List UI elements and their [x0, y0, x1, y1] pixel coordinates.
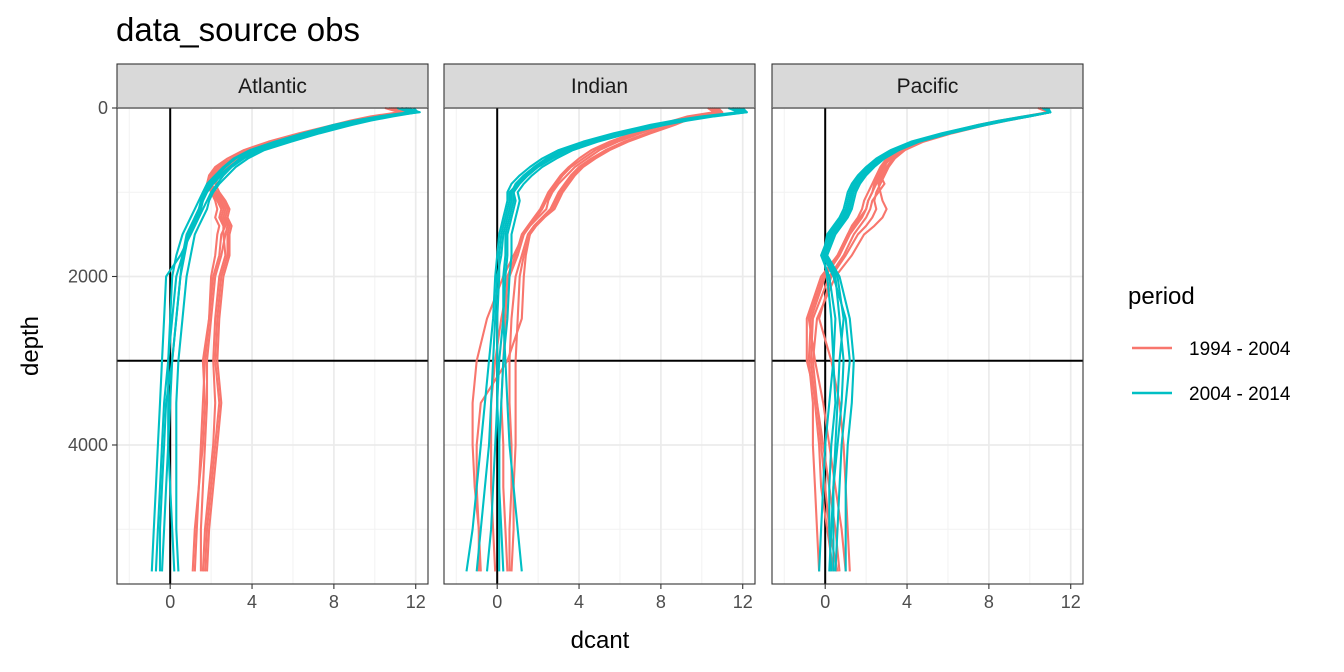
series-line-2004-2014-11 — [824, 107, 1052, 572]
legend: period 1994 - 2004 2004 - 2014 — [1128, 283, 1291, 405]
series-line-2004-2014-11 — [158, 107, 417, 572]
panel-border — [443, 107, 756, 585]
y-tick-label: 2000 — [68, 266, 108, 286]
legend-title: period — [1128, 283, 1195, 310]
facet-strip-label: Indian — [571, 75, 628, 98]
x-tick-label: 12 — [1061, 592, 1081, 612]
series-line-2004-2014-9 — [175, 107, 419, 572]
y-tick-label: 0 — [98, 98, 108, 118]
x-axis-title: dcant — [571, 627, 630, 654]
panel-border — [771, 107, 1084, 585]
y-tick-label: 4000 — [68, 435, 108, 455]
x-tick-label: 0 — [165, 592, 175, 612]
facet-strip-indian — [443, 63, 756, 109]
facet-strip-atlantic — [116, 63, 429, 109]
panel-border — [116, 107, 429, 585]
x-tick-label: 4 — [902, 592, 912, 612]
facet-strip-label: Pacific — [897, 75, 959, 98]
legend-label-2004-2014: 2004 - 2014 — [1189, 384, 1291, 405]
facet-panel-indian: Indian 0 4 8 12 — [443, 63, 756, 612]
facet-strip-pacific — [771, 63, 1084, 109]
facet-strip-label: Atlantic — [238, 75, 307, 98]
x-tick-label: 12 — [733, 592, 753, 612]
x-tick-label: 8 — [984, 592, 994, 612]
x-tick-label: 8 — [656, 592, 666, 612]
series-line-1994-2004-5 — [475, 107, 722, 572]
x-tick-label: 12 — [406, 592, 426, 612]
series-line-2004-2014-11 — [496, 107, 744, 572]
facet-panel-atlantic: Atlantic 0 4 8 12 0 2000 4000 — [68, 63, 429, 612]
x-tick-label: 4 — [574, 592, 584, 612]
x-tick-label: 0 — [820, 592, 830, 612]
chart-title: data_source obs — [116, 11, 360, 48]
x-tick-label: 8 — [329, 592, 339, 612]
legend-label-1994-2004: 1994 - 2004 — [1189, 339, 1291, 360]
series-line-2004-2014-9 — [465, 107, 740, 572]
x-tick-label: 0 — [492, 592, 502, 612]
series-line-2004-2014-8 — [498, 107, 748, 572]
y-axis-title: depth — [17, 316, 44, 376]
facet-panel-pacific: Pacific 0 4 8 12 — [771, 63, 1084, 612]
x-tick-label: 4 — [247, 592, 257, 612]
